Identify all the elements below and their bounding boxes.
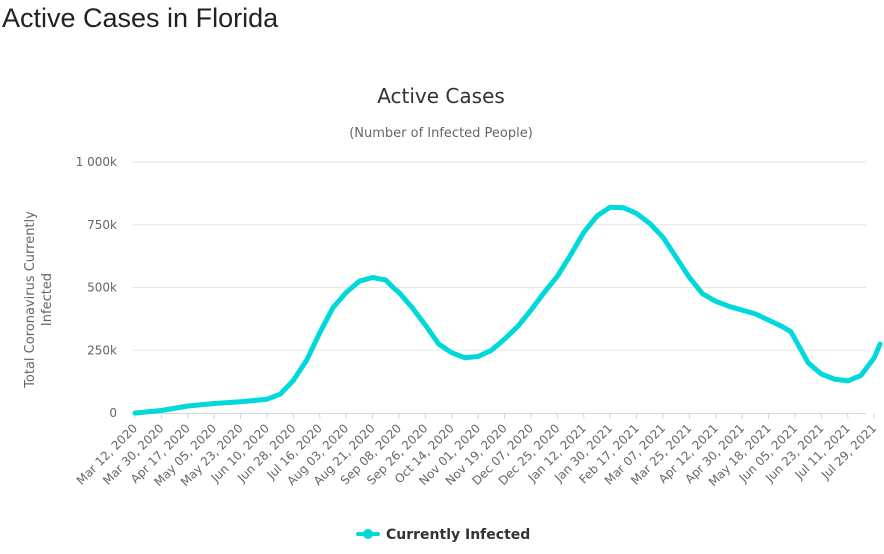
y-grid — [133, 161, 866, 351]
series-line-currently-infected[interactable] — [132, 204, 883, 416]
chart-title: Active Cases — [377, 84, 505, 108]
y-axis-title: Total Coronavirus Currently Infected — [23, 211, 55, 389]
series-group — [132, 204, 883, 416]
chart-subtitle: (Number of Infected People) — [349, 126, 533, 141]
y-tick-label: 1 000k — [76, 155, 117, 169]
y-tick-label: 250k — [87, 343, 117, 357]
page-heading: Active Cases in Florida — [2, 3, 279, 33]
legend-item-label[interactable]: Currently Infected — [386, 527, 530, 543]
y-tick-label: 500k — [87, 281, 117, 295]
x-tick-marks — [134, 413, 875, 419]
y-tick-labels: 0 250k 500k 750k 1 000k — [76, 155, 117, 420]
y-tick-label: 750k — [87, 218, 117, 232]
legend[interactable]: Currently Infected — [356, 527, 530, 543]
y-tick-label: 0 — [109, 406, 117, 420]
legend-marker-icon — [363, 529, 373, 539]
